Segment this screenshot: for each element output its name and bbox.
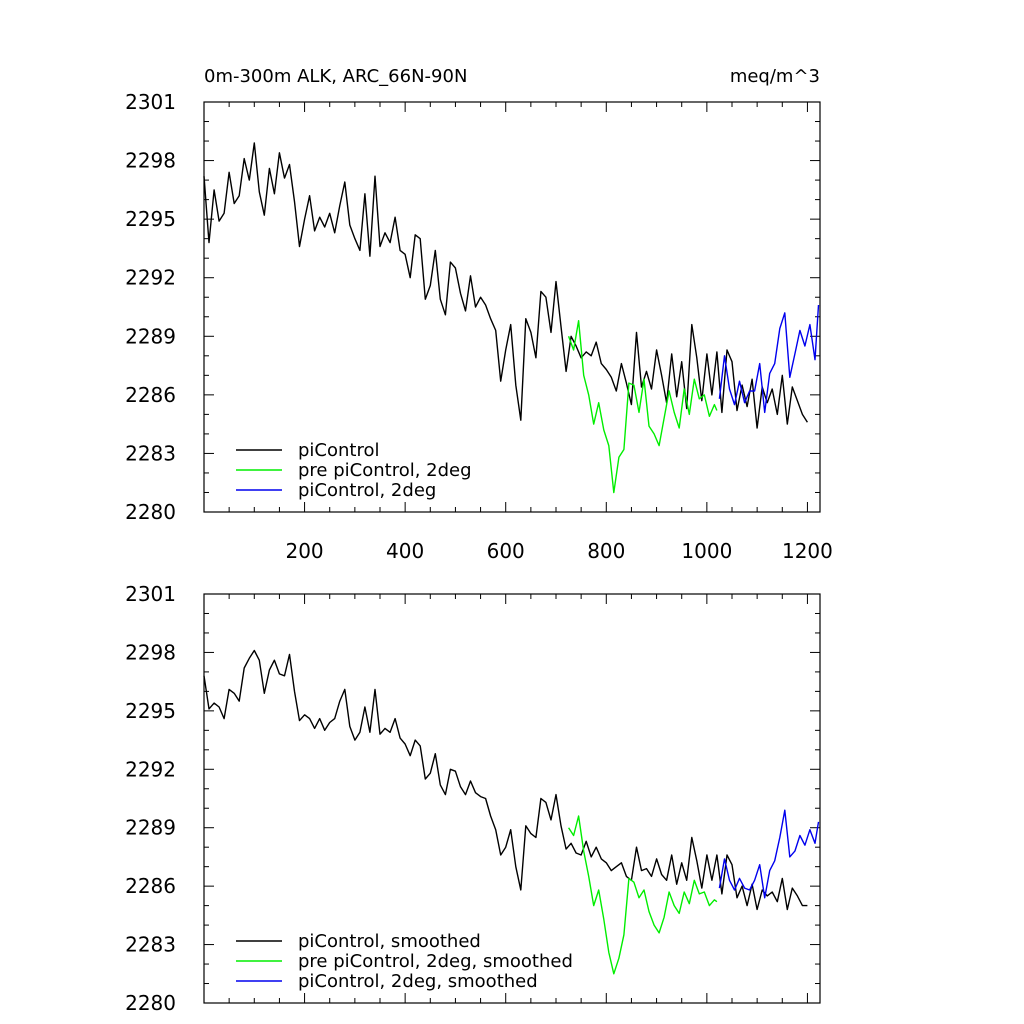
series-line-2 <box>718 809 820 899</box>
series-line-2 <box>718 304 820 414</box>
y-tick-label: 2301 <box>125 90 176 114</box>
legend-label: pre piControl, 2deg, smoothed <box>298 951 573 972</box>
y-tick-label: 2295 <box>125 207 176 231</box>
y-tick-label: 2280 <box>125 500 176 524</box>
y-tick-label: 2283 <box>125 441 176 465</box>
series-line-0 <box>203 649 808 911</box>
legend-label: piControl, 2deg, smoothed <box>298 971 538 992</box>
legend-label: pre piControl, 2deg <box>298 460 472 481</box>
y-tick-label: 2283 <box>125 933 176 957</box>
y-tick-label: 2298 <box>125 640 176 664</box>
legend-label: piControl <box>298 440 380 461</box>
x-tick-label: 1000 <box>681 539 732 563</box>
series-line-1 <box>568 815 718 975</box>
series-line-1 <box>567 320 718 494</box>
x-tick-label: 1200 <box>782 539 833 563</box>
legend-label: piControl, 2deg <box>298 480 436 501</box>
y-tick-label: 2295 <box>125 699 176 723</box>
y-tick-label: 2289 <box>125 324 176 348</box>
x-tick-label: 400 <box>386 539 424 563</box>
units-label: meq/m^3 <box>730 66 820 87</box>
x-tick-label: 800 <box>587 539 625 563</box>
y-tick-label: 2286 <box>125 383 176 407</box>
y-tick-label: 2286 <box>125 874 176 898</box>
x-tick-label: 600 <box>487 539 525 563</box>
x-tick-label: 200 <box>285 539 323 563</box>
y-tick-label: 2292 <box>125 757 176 781</box>
y-tick-label: 2292 <box>125 266 176 290</box>
top-panel: 2280 2283 2286 2289 2292 2295 2298 2301 200 400 60… <box>125 90 833 563</box>
y-tick-label: 2289 <box>125 816 176 840</box>
y-tick-label: 2298 <box>125 149 176 173</box>
y-tick-label: 2280 <box>125 991 176 1015</box>
bottom-panel: 2280 2283 2286 2289 2292 2295 2298 2301 piContro… <box>125 582 821 1015</box>
series-line-0 <box>203 142 808 429</box>
plot-frame <box>203 593 821 1004</box>
plot-frame <box>203 101 821 513</box>
y-tick-label: 2301 <box>125 582 176 606</box>
legend-label: piControl, smoothed <box>298 931 481 952</box>
chart-title: 0m-300m ALK, ARC_66N-90N <box>204 66 467 87</box>
